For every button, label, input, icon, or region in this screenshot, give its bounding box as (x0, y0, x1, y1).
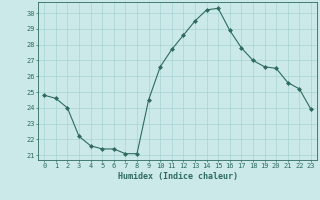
X-axis label: Humidex (Indice chaleur): Humidex (Indice chaleur) (118, 172, 238, 181)
